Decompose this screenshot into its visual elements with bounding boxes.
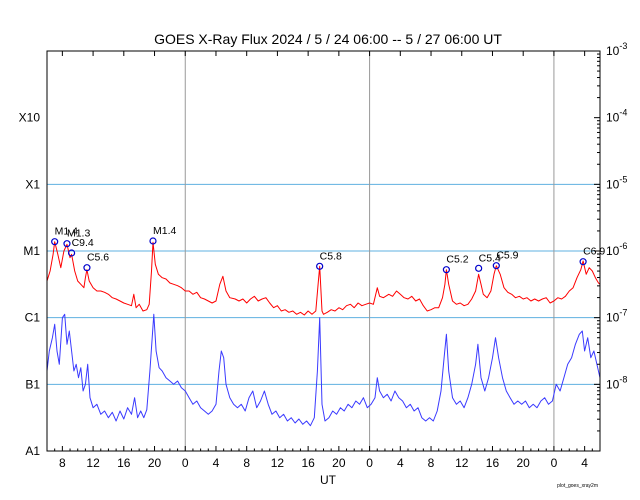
x-tick-label: 0 [366,456,373,470]
class-label: M1 [23,244,40,258]
flare-label: C5.2 [446,254,468,266]
x-tick-label: 20 [332,456,346,470]
flare-marker [149,237,157,245]
flare-marker [579,258,587,266]
flare-label: C6.9 [583,246,605,258]
flare-label: M1.4 [55,226,79,238]
x-tick-label: 16 [486,456,500,470]
x-tick-label: 12 [455,456,469,470]
flare-markers: M1.4M1.3C9.4C5.6M1.4C5.8 C5.2 C5.4C5.9 C6.9 [51,225,605,274]
flare-marker [63,240,71,248]
x-tick-label: 8 [428,456,435,470]
flux-tick-label: 10-5 [606,174,627,191]
class-label: X10 [19,111,41,125]
flare-marker [51,238,59,246]
x-tick-label: 20 [148,456,162,470]
flare-marker [316,262,324,270]
flux-tick-label: 10-8 [606,374,627,391]
flare-label: C5.8 [320,250,342,262]
flux-tick-label: 10-3 [606,41,627,58]
x-tick-label: 4 [397,456,404,470]
flare-marker [475,264,483,272]
x-tick-label: 8 [243,456,250,470]
class-axis: X10 X1 M1 C1 B1 A1 [19,111,41,458]
x-axis-ticks: 8 12 16 20 0 4 8 12 16 20 0 4 8 12 16 20 0 4 [46,51,601,470]
footer-filename: plot_goes_xray2m [557,483,598,489]
series-line-short [46,313,601,427]
flare-marker [492,262,500,270]
flux-axis: 10-3 10-4 10-5 10-6 10-7 10-8 [594,41,627,432]
x-tick-label: 16 [117,456,131,470]
flare-marker [83,264,91,272]
flare-label: C5.4 [479,252,501,264]
flux-tick-label: 10-6 [606,241,627,258]
x-tick-label: 0 [551,456,558,470]
flare-label: C5.6 [87,252,109,264]
class-label: C1 [25,311,41,325]
x-tick-label: 12 [271,456,285,470]
class-label: A1 [25,444,40,458]
flux-tick-label: 10-7 [606,308,627,325]
series-layer [46,241,601,427]
x-tick-label: 16 [301,456,315,470]
class-label: X1 [25,177,40,191]
flux-tick-label: 10-4 [606,108,627,125]
flare-label: M1.3 [67,228,91,240]
chart-title: GOES X-Ray Flux 2024 / 5 / 24 06:00 -- 5… [154,31,502,47]
x-tick-label: 20 [517,456,531,470]
x-tick-label: 4 [581,456,588,470]
x-tick-label: 0 [182,456,189,470]
flare-marker [67,249,76,257]
flare-label: C5.9 [496,250,518,262]
class-label: B1 [25,377,40,391]
x-tick-label: 12 [86,456,100,470]
flare-label: M1.4 [153,225,177,237]
x-tick-label: 8 [59,456,66,470]
x-axis-label: UT [320,473,337,487]
flare-marker [442,266,450,274]
x-tick-label: 4 [213,456,220,470]
flare-label: C9.4 [72,237,94,249]
series-line-long [46,241,601,316]
